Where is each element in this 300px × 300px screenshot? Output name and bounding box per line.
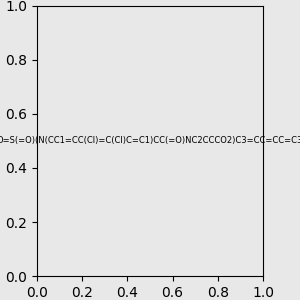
Text: O=S(=O)(N(CC1=CC(Cl)=C(Cl)C=C1)CC(=O)NC2CCCO2)C3=CC=CC=C3: O=S(=O)(N(CC1=CC(Cl)=C(Cl)C=C1)CC(=O)NC2… <box>0 136 300 146</box>
